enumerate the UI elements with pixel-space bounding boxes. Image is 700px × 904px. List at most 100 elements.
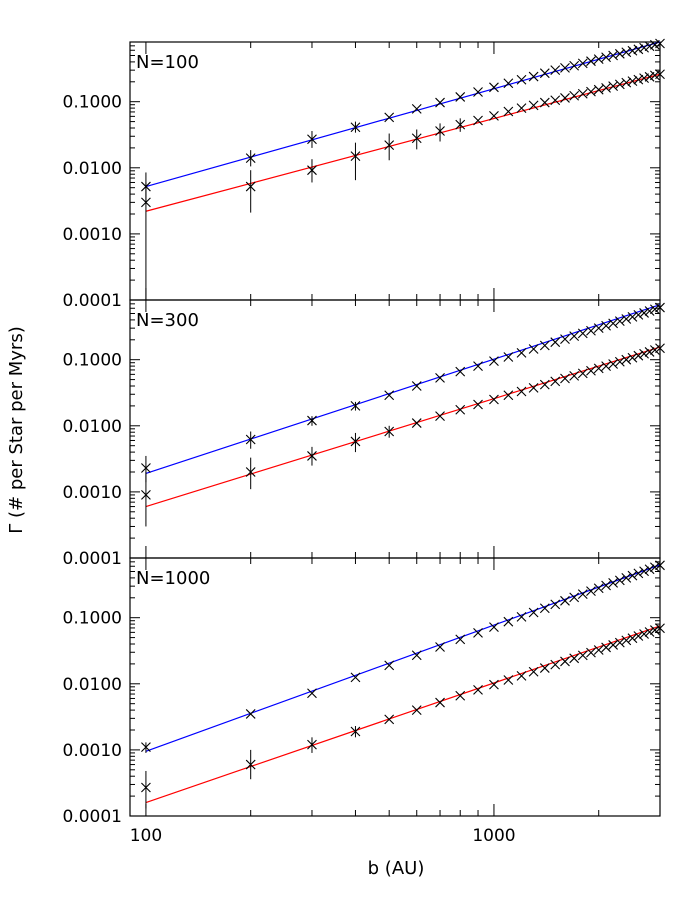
- data-point-marker: [627, 570, 638, 581]
- data-point-marker: [141, 490, 151, 500]
- data-point-marker: [649, 625, 660, 635]
- data-point-marker: [384, 390, 395, 401]
- data-point-marker: [435, 126, 445, 136]
- data-point-marker: [350, 122, 361, 133]
- data-point-marker: [350, 401, 361, 411]
- data-point-marker: [245, 153, 256, 164]
- data-point-marker: [550, 599, 561, 610]
- data-point-marker: [621, 314, 632, 324]
- panel-annotation: N=100: [136, 52, 199, 73]
- data-point-marker: [621, 354, 632, 365]
- data-point-marker: [601, 361, 611, 371]
- data-point-marker: [411, 650, 422, 661]
- data-point-marker: [141, 782, 151, 793]
- data-point-marker: [550, 376, 561, 387]
- data-point-marker: [608, 640, 619, 650]
- y-tick-label: 0.0010: [63, 483, 122, 503]
- data-point-marker: [435, 373, 445, 383]
- data-point-marker: [489, 622, 499, 633]
- data-point-marker: [577, 368, 588, 379]
- data-point-marker: [455, 119, 466, 130]
- data-point-marker: [593, 363, 604, 374]
- data-point-marker: [569, 331, 580, 342]
- data-point-marker: [245, 709, 256, 719]
- data-point-marker: [528, 382, 539, 393]
- data-point-marker: [473, 684, 483, 695]
- data-point-marker: [586, 365, 596, 376]
- fit-line-red: [145, 346, 661, 508]
- data-point-marker: [528, 607, 539, 618]
- data-point-marker: [569, 90, 580, 101]
- data-point-marker: [627, 45, 638, 56]
- panel-1: 0.0001 0.0010 0.0100 0.1000 N=100: [63, 38, 665, 311]
- y-tick-label: 0.0100: [63, 417, 122, 437]
- x-tick-label: 100: [130, 826, 162, 846]
- data-point-marker: [528, 71, 539, 82]
- data-point-marker: [245, 759, 256, 770]
- data-point-marker: [577, 589, 588, 600]
- data-point-marker: [608, 81, 619, 92]
- data-point-marker: [539, 340, 550, 351]
- data-point-marker: [614, 575, 625, 586]
- data-point-marker: [614, 356, 625, 367]
- data-point-marker: [593, 583, 604, 594]
- data-point-marker: [489, 82, 499, 93]
- x-axis-label: b (AU): [368, 858, 425, 879]
- data-point-marker: [503, 390, 514, 401]
- data-point-marker: [644, 347, 655, 357]
- data-point-marker: [639, 566, 649, 577]
- data-point-marker: [655, 69, 665, 80]
- data-point-marker: [633, 631, 644, 641]
- data-point-marker: [644, 564, 655, 575]
- data-point-marker: [435, 411, 445, 422]
- data-point-marker: [539, 68, 550, 79]
- data-point-marker: [627, 76, 638, 86]
- data-point-marker: [455, 690, 466, 701]
- data-point-marker: [639, 308, 649, 318]
- y-axis-label: Γ (# per Star per Myrs): [6, 326, 27, 533]
- data-point-marker: [639, 42, 649, 53]
- data-point-marker: [245, 467, 256, 477]
- data-point-marker: [503, 616, 514, 627]
- data-point-marker: [633, 350, 644, 361]
- panel-2: 0.0001 0.0010 0.0100 0.1000 N=300: [63, 299, 665, 569]
- data-point-marker: [516, 386, 527, 397]
- data-point-marker: [307, 688, 317, 699]
- data-point-marker: [649, 345, 660, 355]
- data-point-marker: [655, 343, 665, 354]
- data-point-marker: [586, 86, 596, 97]
- data-point-marker: [608, 50, 619, 61]
- data-point-marker: [489, 394, 499, 405]
- data-point-marker: [608, 578, 619, 588]
- data-point-marker: [141, 463, 151, 473]
- data-point-marker: [614, 79, 625, 90]
- data-point-marker: [245, 181, 256, 192]
- data-point-marker: [601, 320, 611, 331]
- data-point-marker: [384, 660, 395, 671]
- y-tick-label: 0.1000: [63, 93, 122, 113]
- data-point-marker: [593, 645, 604, 655]
- data-point-marker: [307, 134, 317, 145]
- data-point-marker: [245, 434, 256, 445]
- data-point-marker: [307, 739, 317, 750]
- data-point-marker: [633, 568, 644, 579]
- data-point-marker: [560, 93, 570, 103]
- data-point-marker: [560, 373, 570, 384]
- data-point-marker: [411, 705, 422, 715]
- data-point-marker: [473, 361, 483, 371]
- y-tick-label: 0.0100: [63, 159, 122, 179]
- data-point-marker: [528, 344, 539, 354]
- data-point-marker: [307, 415, 317, 426]
- data-point-marker: [435, 642, 445, 652]
- data-point-marker: [503, 78, 514, 89]
- data-point-marker: [473, 399, 483, 410]
- panel-annotation: N=1000: [136, 568, 210, 589]
- data-point-marker: [614, 48, 625, 59]
- data-point-marker: [621, 635, 632, 646]
- data-point-marker: [569, 370, 580, 381]
- data-point-marker: [473, 115, 483, 126]
- data-point-marker: [411, 103, 422, 114]
- data-point-marker: [601, 580, 611, 591]
- data-point-marker: [516, 611, 527, 622]
